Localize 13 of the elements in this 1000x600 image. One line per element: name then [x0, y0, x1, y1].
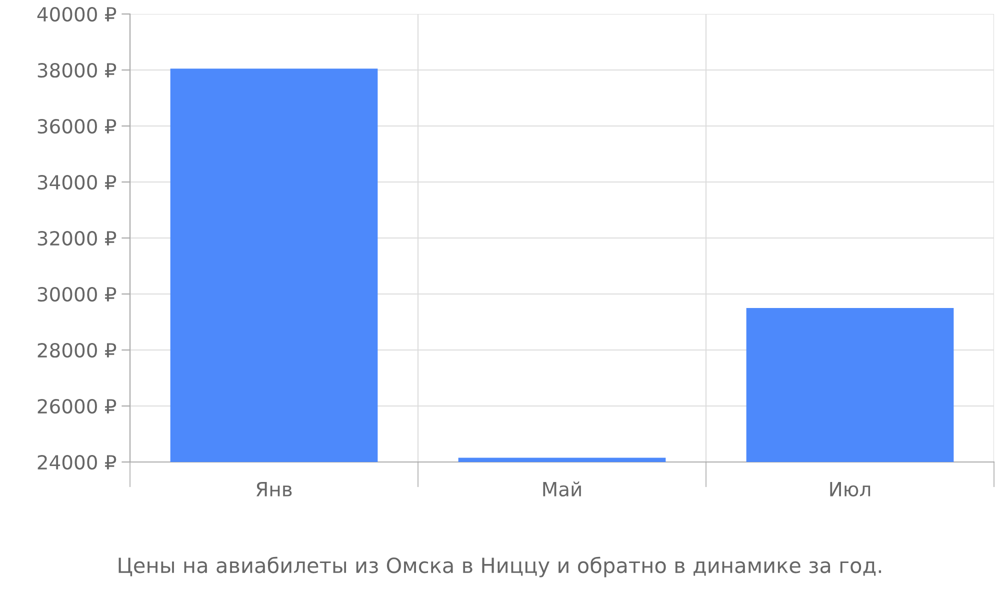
- y-tick-label: 36000 ₽: [38, 118, 116, 134]
- y-tick-label: 26000 ₽: [38, 398, 116, 414]
- x-tick-label: Июл: [830, 482, 870, 496]
- y-tick-label: 30000 ₽: [38, 286, 116, 302]
- y-tick-label: 28000 ₽: [38, 342, 116, 358]
- x-tick-label: Янв: [256, 482, 292, 496]
- text: Цены на авиабилеты из Омска в Ниццу и обратно в динамике за год.: [118, 556, 882, 578]
- y-tick-label: 38000 ₽: [38, 62, 116, 78]
- y-tick-label: 24000 ₽: [38, 454, 116, 470]
- y-tick-label: 40000 ₽: [37, 6, 116, 22]
- x-tick-label: Май: [543, 482, 581, 496]
- y-tick-label: 32000 ₽: [38, 230, 116, 246]
- y-tick-label: 34000 ₽: [38, 174, 116, 190]
